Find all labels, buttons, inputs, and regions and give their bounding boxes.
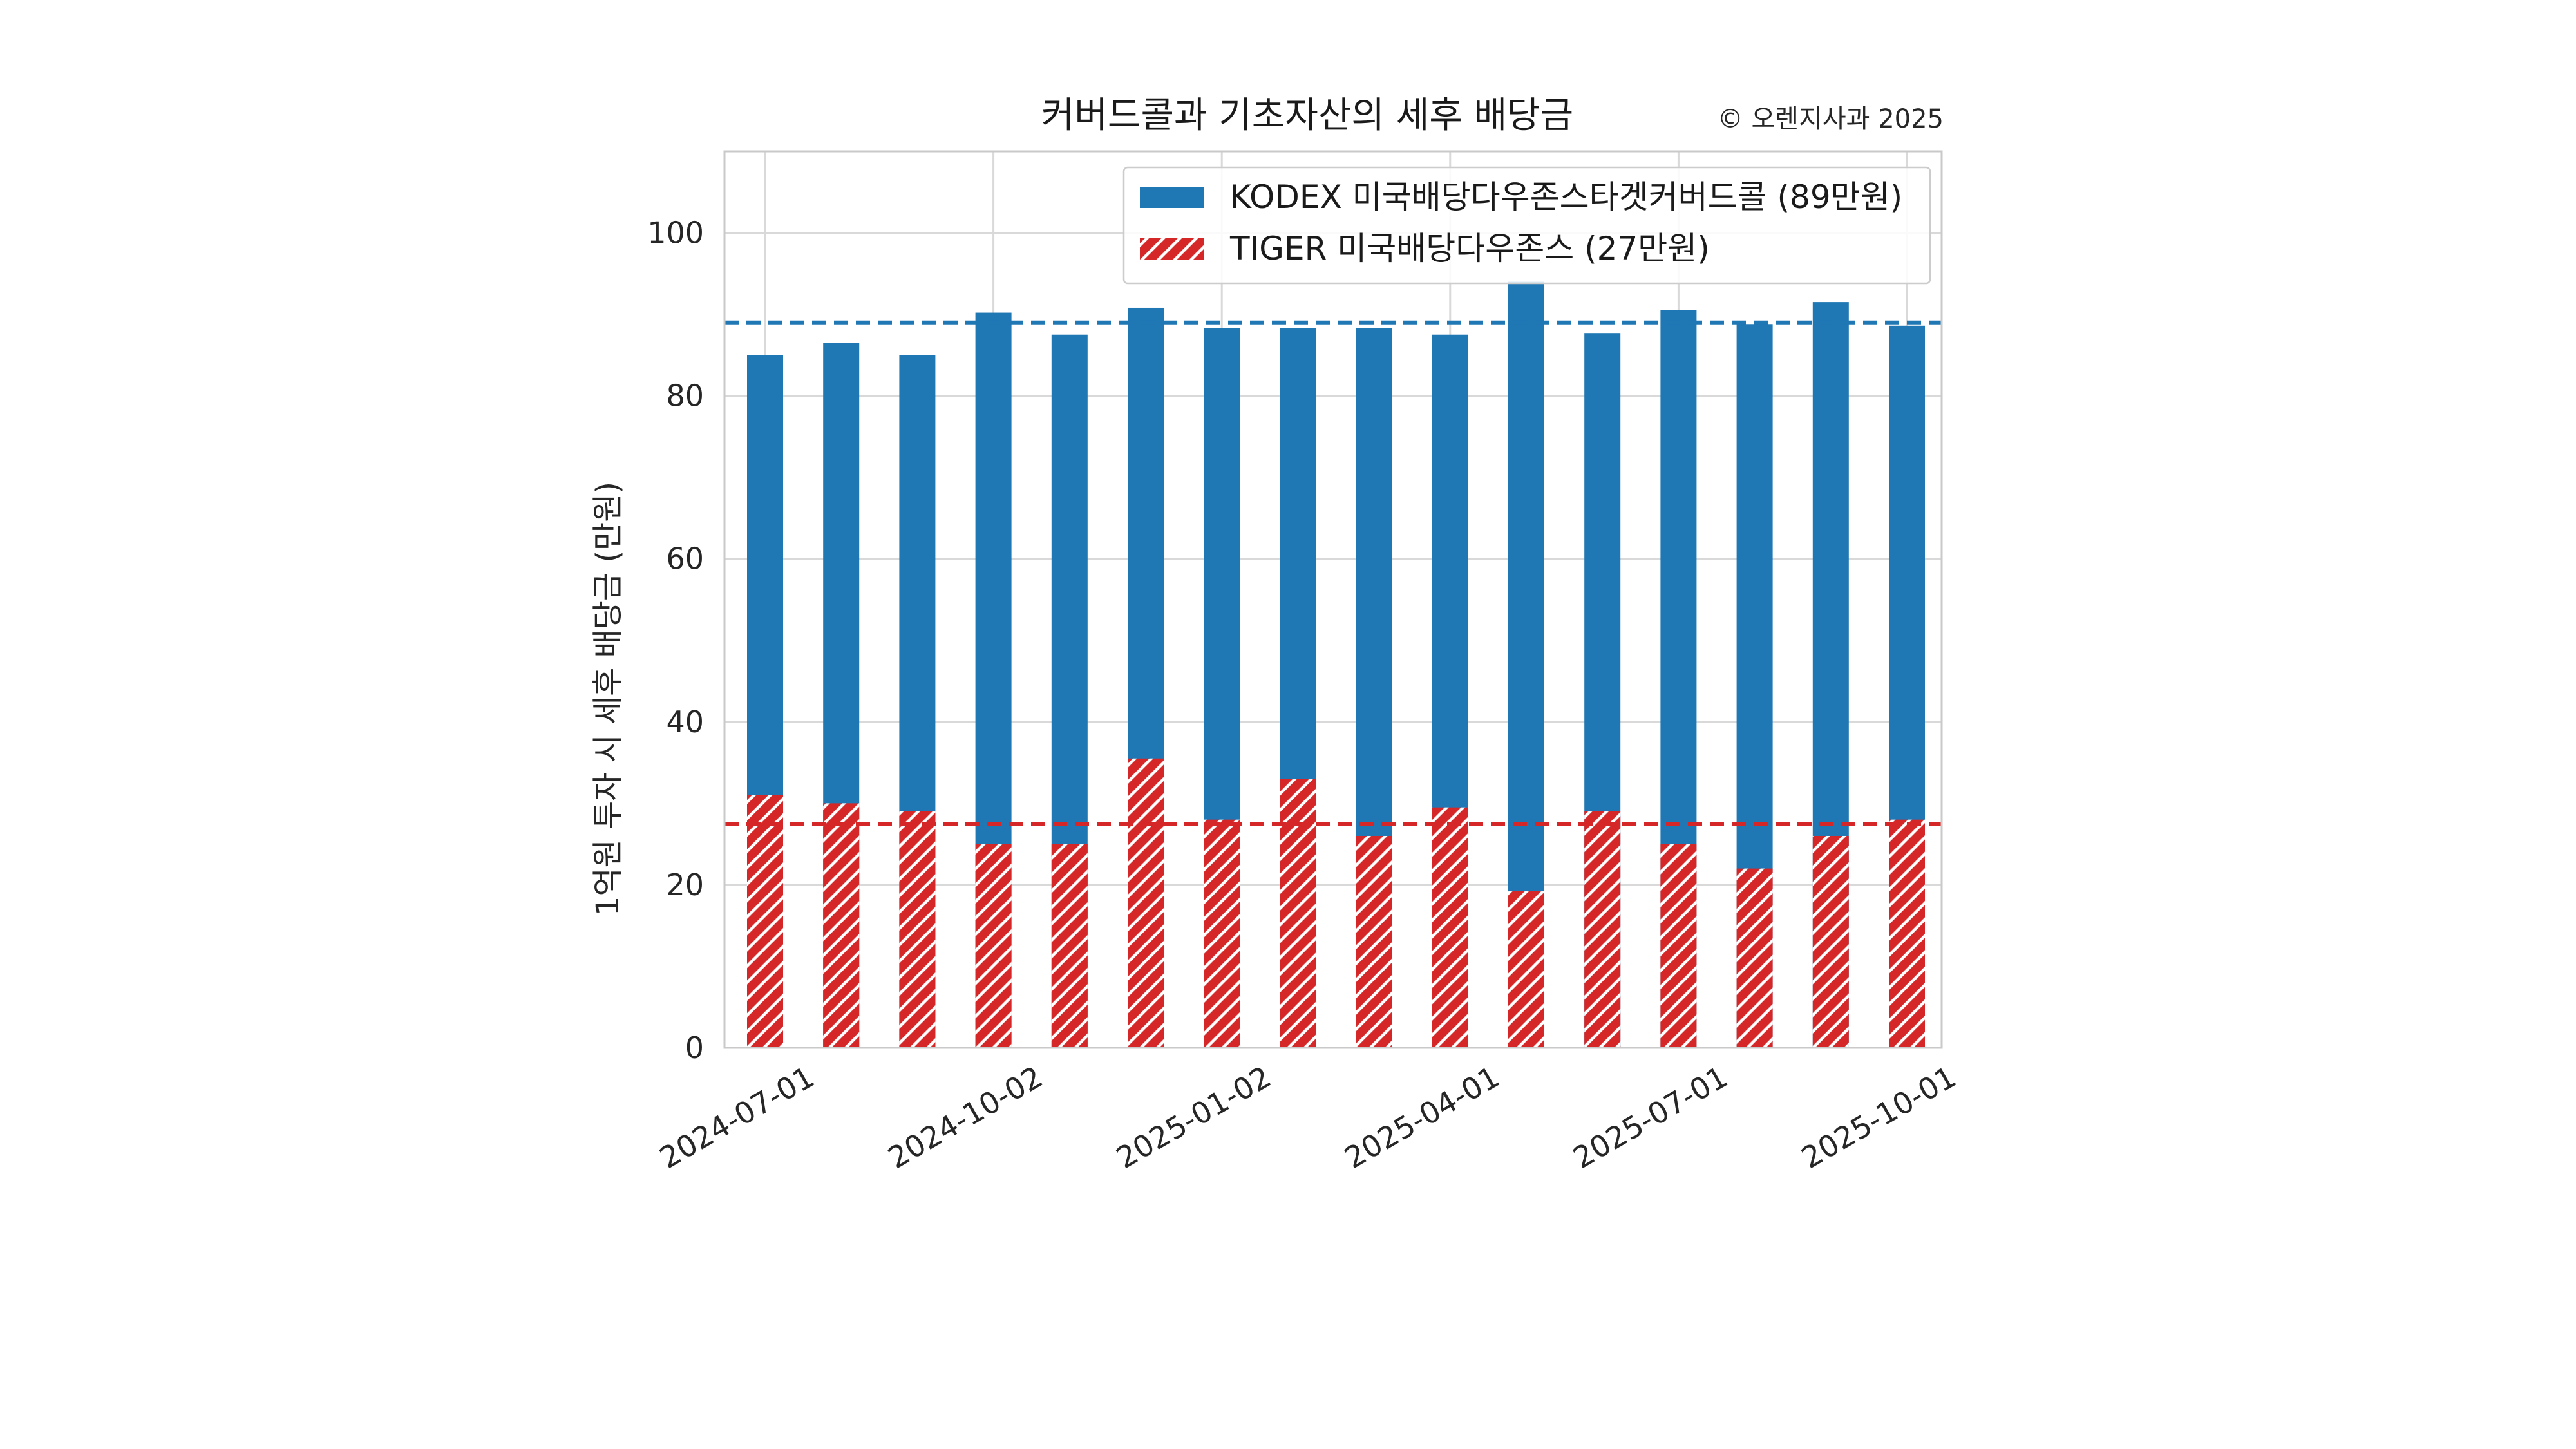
bar-tiger [1660, 844, 1697, 1048]
legend: KODEX 미국배당다우존스타겟커버드콜 (89만원) TIGER 미국배당다우… [1122, 166, 1931, 285]
x-tick-label: 2024-07-01 [654, 1059, 820, 1175]
x-axis-ticks: 2024-07-01 2024-10-02 2025-01-02 2025-04-01… [654, 1059, 1962, 1175]
bar-tiger [1356, 835, 1392, 1048]
y-tick-label: 20 [666, 867, 704, 902]
bar-tiger [1584, 811, 1621, 1048]
y-tick-label: 80 [666, 379, 704, 413]
bar-tiger [975, 844, 1012, 1048]
legend-swatch-tiger [1140, 238, 1204, 260]
legend-label-kodex: KODEX 미국배당다우존스타겟커버드콜 (89만원) [1230, 178, 1902, 216]
legend-label-tiger: TIGER 미국배당다우존스 (27만원) [1229, 230, 1710, 267]
bar-tiger [1812, 835, 1849, 1048]
x-tick-label: 2025-04-01 [1339, 1059, 1506, 1175]
bar-tiger [1204, 819, 1240, 1048]
x-tick-label: 2024-10-02 [882, 1059, 1049, 1175]
bars [747, 281, 1925, 1048]
bar-tiger [1889, 819, 1925, 1048]
y-tick-label: 40 [666, 705, 704, 739]
y-axis-ticks: 0 20 40 60 80 100 [647, 216, 704, 1065]
copyright-text: © 오렌지사과 2025 [1718, 104, 1944, 134]
mean-lines [724, 320, 1942, 826]
y-tick-label: 0 [685, 1030, 704, 1065]
bar-tiger [1280, 779, 1316, 1048]
legend-swatch-kodex [1140, 187, 1204, 208]
bar-tiger [1508, 891, 1544, 1048]
chart-title: 커버드콜과 기초자산의 세후 배당금 [1041, 95, 1573, 137]
bar-tiger [747, 795, 783, 1048]
x-tick-label: 2025-01-02 [1110, 1059, 1277, 1175]
legend-box [1122, 166, 1931, 285]
bar-tiger [1051, 844, 1088, 1048]
x-tick-label: 2025-07-01 [1567, 1059, 1734, 1175]
bar-tiger [1128, 758, 1164, 1048]
y-tick-label: 60 [666, 542, 704, 576]
y-tick-label: 100 [647, 216, 704, 251]
bar-tiger [1736, 868, 1773, 1048]
bar-tiger [1432, 807, 1468, 1048]
x-tick-label: 2025-10-01 [1795, 1059, 1962, 1175]
bar-tiger [899, 811, 936, 1048]
plot-frame [723, 150, 1943, 1049]
bar-tiger [823, 803, 860, 1048]
y-axis-label: 1억원 투자 시 세후 배당금 (만원) [590, 482, 626, 916]
